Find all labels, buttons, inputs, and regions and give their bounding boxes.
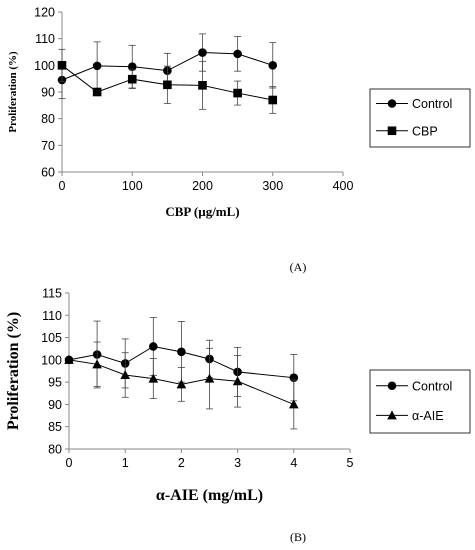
y-tick-label: 90 [41, 86, 55, 100]
y-tick-label: 80 [41, 112, 55, 126]
data-point-triangle [120, 370, 130, 380]
data-point-square [198, 81, 207, 90]
data-point-triangle [92, 359, 102, 369]
legend-marker-square [387, 126, 397, 136]
y-tick-label: 60 [41, 166, 55, 180]
y-tick-label: 120 [34, 6, 55, 20]
y-tick-label: 95 [48, 376, 62, 390]
y-tick-label: 85 [48, 420, 62, 434]
y-axis-title: Proliferation (%) [5, 312, 22, 430]
x-tick-label: 200 [192, 179, 213, 193]
data-point-triangle [176, 379, 187, 389]
legend-marker-triangle [387, 410, 397, 420]
legend-label: Control [412, 97, 452, 111]
x-tick-label: 4 [290, 456, 297, 470]
y-tick-label: 110 [35, 32, 55, 46]
y-tick-label: 70 [41, 139, 55, 153]
series-line-triangle [68, 359, 294, 405]
data-point-square [163, 80, 172, 90]
y-tick-label: 100 [41, 353, 62, 367]
y-tick-label: 110 [42, 309, 62, 323]
panel-label: (B) [290, 530, 306, 544]
data-point-square [57, 61, 67, 70]
x-tick-label: 400 [333, 179, 354, 193]
x-tick-label: 0 [66, 456, 73, 470]
data-point-circle [233, 49, 242, 59]
x-tick-label: 0 [59, 179, 66, 193]
data-point-triangle [289, 399, 299, 409]
x-tick-label: 5 [347, 456, 354, 470]
chart-panel-a: 60 70 80 90 100 110 120 0 100 200 300 400 Proliferat… [7, 6, 471, 274]
y-tick-label: 90 [48, 398, 62, 412]
legend-label: CBP [412, 124, 438, 138]
legend-label: α-AIE [412, 409, 444, 423]
legend-box [369, 369, 471, 434]
x-axis-title: CBP (µg/mL) [165, 204, 239, 219]
x-tick-label: 2 [178, 456, 185, 470]
data-point-circle [127, 62, 137, 71]
y-tick-label: 80 [48, 443, 62, 457]
chart-panel-b: 80 85 90 95 100 105 110 115 0 1 2 3 4 5 Proliferation … [5, 287, 471, 544]
data-point-circle [177, 347, 186, 357]
y-tick-label: 105 [41, 331, 62, 345]
legend-label: Control [412, 379, 452, 393]
series-line-circle [68, 345, 294, 379]
data-point-triangle [232, 376, 243, 386]
data-point-circle [92, 61, 102, 71]
data-point-square [127, 74, 137, 84]
x-tick-label: 1 [122, 456, 129, 470]
y-axis-title: Proliferation (%) [7, 51, 19, 133]
data-point-square [233, 88, 242, 98]
data-point-triangle [204, 373, 215, 383]
x-axis-title: α-AIE (mg/mL) [156, 487, 263, 504]
data-point-square [268, 95, 278, 105]
panel-label: (A) [290, 260, 307, 274]
legend-marker-circle [387, 381, 397, 391]
data-point-circle [268, 61, 278, 70]
data-point-square [92, 87, 102, 97]
data-point-triangle [64, 354, 74, 364]
x-tick-label: 3 [234, 456, 241, 470]
data-point-triangle [148, 373, 159, 383]
data-point-circle [149, 342, 158, 351]
legend-marker-circle [387, 99, 397, 108]
legend-box [369, 88, 471, 148]
y-tick-label: 100 [34, 59, 55, 73]
y-tick-label: 115 [42, 287, 62, 301]
x-tick-label: 300 [262, 179, 283, 193]
data-point-circle [198, 48, 207, 57]
x-tick-label: 100 [122, 179, 143, 193]
